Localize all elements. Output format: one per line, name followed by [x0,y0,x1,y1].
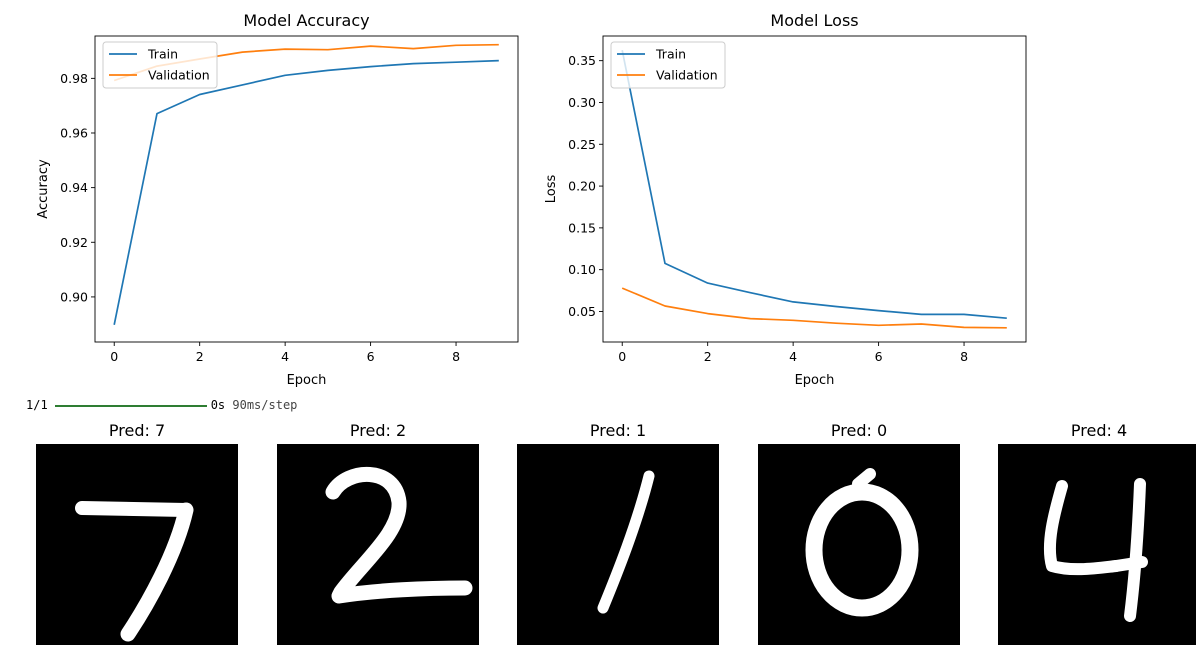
y-tick-label: 0.30 [568,95,596,110]
progress-bar [54,404,207,407]
progress-time: 0s [210,398,226,412]
loss-chart: Model Loss 0 2 4 6 8 0.05 0.10 0.15 0.20 0.25 0.30 0… [544,11,1027,388]
plot-frame [94,35,519,343]
prediction-panel-1: Pred: 7 [36,420,238,645]
legend-label: Train [655,47,686,62]
y-tick-label: 0.92 [60,235,88,250]
y-tick-label: 0.10 [568,262,596,277]
prediction-title: Pred: 2 [349,421,407,440]
legend-label: Validation [148,68,210,83]
digit-image [758,444,960,645]
y-tick-label: 0.94 [60,180,88,195]
legend-label: Validation [656,68,718,83]
y-tick-label: 0.35 [568,53,596,68]
progress-rate: 90ms/step [232,398,298,412]
x-tick-label: 8 [960,349,968,364]
x-tick-label: 4 [789,349,797,364]
x-tick-label: 0 [110,349,118,364]
digit-image [36,444,238,645]
x-axis-label: Epoch [287,373,327,388]
legend: Train Validation [610,41,726,89]
x-tick-label: 8 [452,349,460,364]
x-tick-label: 6 [367,349,375,364]
prediction-title: Pred: 7 [108,421,166,440]
prediction-title: Pred: 0 [830,421,888,440]
x-axis-label: Epoch [795,373,835,388]
y-tick-label: 0.15 [568,220,596,235]
training-charts: Model Accuracy 0 2 4 6 8 0.90 0.92 0.94 0.96 0.98 E… [36,11,1027,388]
series-line-train [113,59,499,325]
prediction-panel-2: Pred: 2 [277,420,479,645]
prediction-panel-3: Pred: 1 [517,420,719,645]
series-line-validation [621,287,1007,329]
y-tick-label: 0.05 [568,304,596,319]
x-tick-label: 2 [196,349,204,364]
prediction-title: Pred: 4 [1070,421,1128,440]
y-tick-label: 0.98 [60,71,88,86]
chart-title: Model Loss [770,11,858,30]
legend: Train Validation [102,41,218,89]
progress-step: 1/1 [26,398,48,412]
plot-frame [602,35,1027,343]
digit-image [998,444,1196,645]
y-tick-label: 0.90 [60,289,88,304]
prediction-panel-4: Pred: 0 [758,420,960,645]
prediction-title: Pred: 1 [589,421,647,440]
x-tick-label: 2 [704,349,712,364]
x-tick-label: 6 [875,349,883,364]
progress-line: 1/1 0s 90ms/step [26,397,297,413]
chart-title: Model Accuracy [243,11,369,30]
x-tick-label: 0 [618,349,626,364]
series-line-train [621,50,1007,320]
y-tick-label: 0.20 [568,179,596,194]
y-tick-label: 0.96 [60,125,88,140]
x-tick-label: 4 [281,349,289,364]
y-axis-label: Accuracy [36,159,51,219]
prediction-panel-5: Pred: 4 [998,420,1196,645]
y-tick-label: 0.25 [568,137,596,152]
y-axis-label: Loss [544,175,559,204]
accuracy-chart: Model Accuracy 0 2 4 6 8 0.90 0.92 0.94 0.96 0.98 E… [36,11,519,388]
digit-image [277,444,479,645]
digit-image [517,444,719,645]
legend-label: Train [147,47,178,62]
